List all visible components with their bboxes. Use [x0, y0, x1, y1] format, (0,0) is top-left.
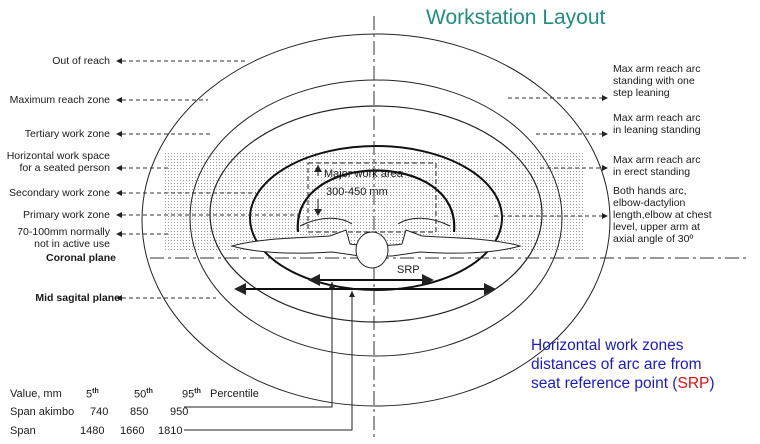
label-both-hands-arc: Both hands arc, elbow-dactylion length,e…: [613, 185, 712, 245]
label-max-reach-leaning: Max arm reach arc in leaning standing: [613, 112, 701, 136]
label-70-100mm: 70-100mm normally: [17, 226, 110, 238]
label-mid-sagital-plane: Mid sagital plane: [35, 292, 120, 304]
right-leaders: [494, 97, 602, 217]
out-of-reach-ellipse: [141, 33, 611, 407]
label-secondary-work-zone: Secondary work zone: [9, 187, 110, 199]
maximum-reach-ellipse: [189, 79, 563, 357]
table-header-suffix: Percentile: [210, 388, 259, 400]
akimbo-leader: [184, 282, 333, 408]
table-header-p95: 95th: [182, 388, 201, 401]
label-major-work-area: Major work area: [324, 168, 403, 180]
zones-note: Horizontal work zones distances of arc a…: [531, 337, 715, 392]
label-maximum-reach-zone: Maximum reach zone: [9, 94, 110, 106]
table-cell: 1660: [120, 425, 145, 437]
table-header-label: Value, mm: [10, 388, 62, 400]
table-row-label: Span akimbo: [10, 406, 75, 418]
table-cell: 950: [170, 406, 189, 418]
table-row-label: Span: [10, 425, 36, 437]
label-out-of-reach: Out of reach: [52, 55, 110, 67]
table-cell: 740: [90, 406, 109, 418]
table-cell: 850: [130, 406, 149, 418]
label-300-450mm: 300-450 mm: [326, 186, 388, 198]
tertiary-zone-ellipse: [209, 105, 543, 323]
span-leader: [184, 291, 353, 431]
label-primary-work-zone: Primary work zone: [23, 209, 110, 221]
label-for-seated-person: for a seated person: [19, 162, 110, 174]
label-not-in-active-use: not in active use: [34, 238, 110, 250]
label-max-reach-one-step: Max arm reach arc standing with one step…: [613, 63, 701, 99]
table-header-p5: 5th: [86, 388, 99, 401]
label-srp: SRP: [397, 264, 420, 276]
page-title: Workstation Layout: [426, 6, 606, 29]
label-max-reach-erect: Max arm reach arc in erect standing: [613, 154, 701, 178]
seated-person-figure: [230, 217, 522, 269]
label-horizontal-work-space: Horizontal work space: [6, 150, 110, 162]
label-tertiary-work-zone: Tertiary work zone: [24, 128, 110, 140]
left-leaders: [122, 60, 300, 299]
table-header-p50: 50th: [134, 388, 153, 401]
label-coronal-plane: Coronal plane: [45, 252, 116, 264]
table-cell: 1810: [158, 425, 183, 437]
primary-work-arc: [296, 169, 456, 233]
table-cell: 1480: [80, 425, 105, 437]
